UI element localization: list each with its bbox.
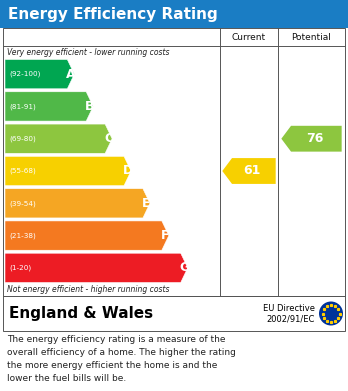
Polygon shape xyxy=(5,188,150,218)
Text: Potential: Potential xyxy=(292,32,331,41)
Text: (21-38): (21-38) xyxy=(9,232,36,239)
Text: England & Wales: England & Wales xyxy=(9,306,153,321)
Text: C: C xyxy=(104,132,113,145)
Polygon shape xyxy=(222,158,276,184)
Text: EU Directive
2002/91/EC: EU Directive 2002/91/EC xyxy=(263,304,315,323)
Bar xyxy=(0,0,348,28)
Text: A: A xyxy=(66,68,76,81)
Circle shape xyxy=(319,301,343,325)
Text: Current: Current xyxy=(232,32,266,41)
Text: (92-100): (92-100) xyxy=(9,71,40,77)
Text: G: G xyxy=(179,261,189,274)
Bar xyxy=(3,296,345,331)
Text: (69-80): (69-80) xyxy=(9,135,36,142)
Polygon shape xyxy=(5,59,74,89)
Text: F: F xyxy=(161,229,169,242)
Polygon shape xyxy=(5,221,169,250)
Text: E: E xyxy=(142,197,151,210)
Text: Energy Efficiency Rating: Energy Efficiency Rating xyxy=(8,7,218,22)
Text: 76: 76 xyxy=(306,132,323,145)
Polygon shape xyxy=(5,124,112,153)
Text: (55-68): (55-68) xyxy=(9,168,36,174)
Polygon shape xyxy=(5,156,131,186)
Bar xyxy=(3,28,345,296)
Text: Very energy efficient - lower running costs: Very energy efficient - lower running co… xyxy=(7,48,169,57)
Text: (1-20): (1-20) xyxy=(9,265,31,271)
Text: 61: 61 xyxy=(243,165,261,178)
Polygon shape xyxy=(5,253,188,283)
Text: D: D xyxy=(122,165,133,178)
Text: The energy efficiency rating is a measure of the
overall efficiency of a home. T: The energy efficiency rating is a measur… xyxy=(7,335,236,382)
Polygon shape xyxy=(281,126,342,152)
Text: (81-91): (81-91) xyxy=(9,103,36,110)
Text: (39-54): (39-54) xyxy=(9,200,36,206)
Text: B: B xyxy=(85,100,94,113)
Polygon shape xyxy=(5,92,93,121)
Text: Not energy efficient - higher running costs: Not energy efficient - higher running co… xyxy=(7,285,169,294)
